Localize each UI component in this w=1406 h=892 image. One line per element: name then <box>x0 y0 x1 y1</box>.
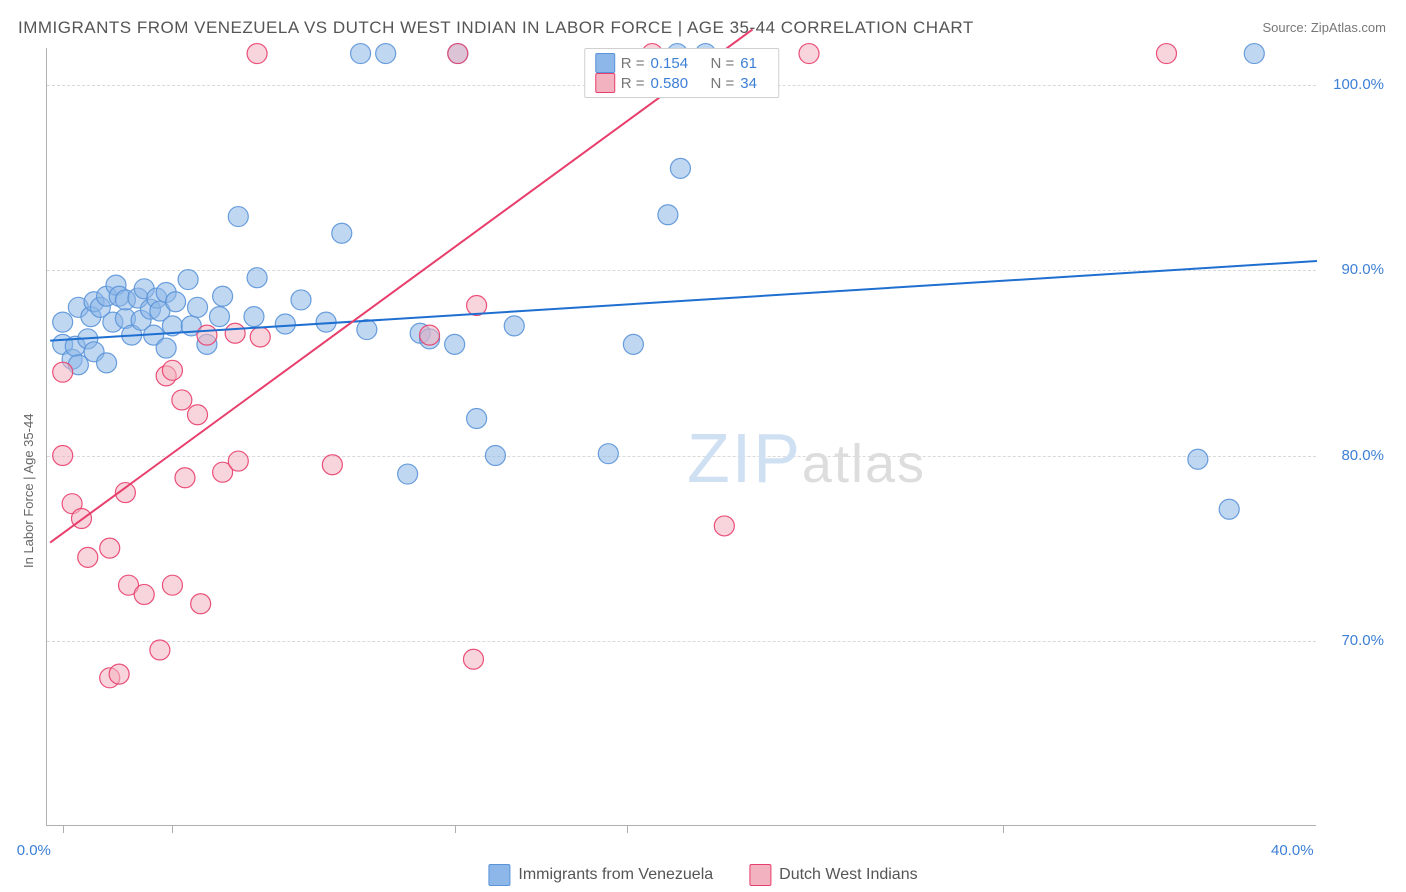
swatch-dutch-icon <box>749 864 771 886</box>
n-value-dutch: 34 <box>740 75 768 92</box>
y-axis-label: In Labor Force | Age 35-44 <box>21 414 36 568</box>
n-value-venezuela: 61 <box>740 55 768 72</box>
legend-row-dutch: R = 0.580 N = 34 <box>595 73 769 93</box>
legend-label-venezuela: Immigrants from Venezuela <box>518 866 713 884</box>
legend-item-venezuela: Immigrants from Venezuela <box>488 864 713 886</box>
chart-title: IMMIGRANTS FROM VENEZUELA VS DUTCH WEST … <box>18 18 974 38</box>
r-label: R = <box>621 55 645 72</box>
swatch-venezuela <box>595 53 615 73</box>
swatch-dutch <box>595 73 615 93</box>
n-label: N = <box>711 75 735 92</box>
r-label: R = <box>621 75 645 92</box>
swatch-venezuela-icon <box>488 864 510 886</box>
x-tick-label: 0.0% <box>17 842 51 859</box>
y-tick-label: 80.0% <box>1341 447 1384 464</box>
y-tick-label: 70.0% <box>1341 632 1384 649</box>
source-prefix: Source: <box>1262 20 1310 35</box>
x-tick-label: 40.0% <box>1271 842 1314 859</box>
r-value-venezuela: 0.154 <box>651 55 705 72</box>
legend-item-dutch: Dutch West Indians <box>749 864 917 886</box>
r-value-dutch: 0.580 <box>651 75 705 92</box>
y-tick-label: 90.0% <box>1341 261 1384 278</box>
plot-area: In Labor Force | Age 35-44 ZIPatlas R = … <box>46 48 1316 826</box>
source-name: ZipAtlas.com <box>1311 20 1386 35</box>
source-attribution: Source: ZipAtlas.com <box>1262 20 1386 35</box>
legend-series: Immigrants from Venezuela Dutch West Ind… <box>488 864 917 886</box>
legend-correlation: R = 0.154 N = 61 R = 0.580 N = 34 <box>584 48 780 98</box>
legend-row-venezuela: R = 0.154 N = 61 <box>595 53 769 73</box>
legend-label-dutch: Dutch West Indians <box>779 866 917 884</box>
n-label: N = <box>711 55 735 72</box>
y-tick-label: 100.0% <box>1333 76 1384 93</box>
plot-svg <box>47 48 1316 825</box>
